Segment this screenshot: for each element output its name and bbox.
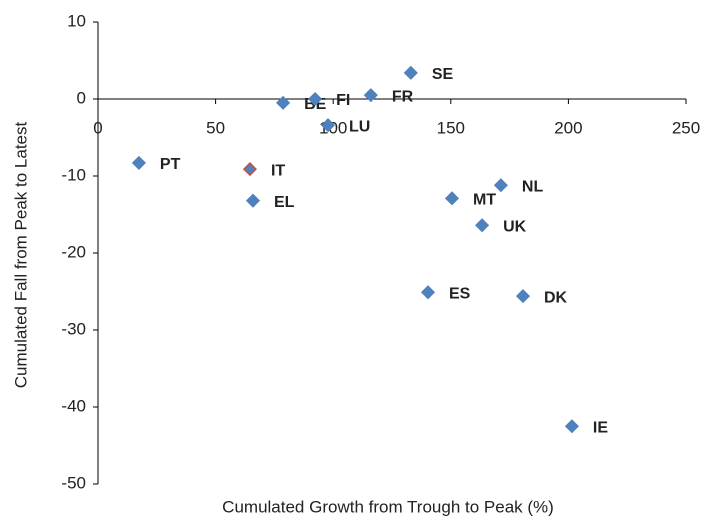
- point: [276, 95, 291, 110]
- point: [515, 289, 531, 304]
- y-tick-label: 10: [67, 11, 86, 30]
- point-label: SE: [432, 66, 454, 83]
- y-tick-label: 0: [77, 88, 86, 107]
- point-label: PT: [160, 156, 181, 173]
- point: [564, 419, 579, 434]
- point: [308, 91, 323, 107]
- point: [493, 178, 508, 193]
- point-label: IE: [593, 419, 608, 436]
- point-label: NL: [522, 178, 544, 195]
- x-tick-label: 250: [672, 118, 700, 137]
- point: [475, 218, 490, 233]
- point-label: ES: [449, 285, 471, 302]
- y-tick-label: -30: [61, 319, 86, 338]
- point: [320, 118, 336, 133]
- y-tick-label: -50: [61, 473, 86, 492]
- point: [245, 193, 261, 208]
- point: [444, 191, 460, 206]
- y-tick-label: -40: [61, 396, 86, 415]
- point-label: LU: [349, 118, 370, 135]
- point-label: EL: [274, 194, 295, 211]
- point-label: FI: [336, 92, 350, 109]
- x-tick-label: 0: [93, 118, 102, 137]
- point: [242, 162, 257, 177]
- point-label: IT: [271, 162, 285, 179]
- x-tick-label: 50: [206, 118, 225, 137]
- point-label: MT: [473, 192, 496, 209]
- point: [420, 285, 436, 300]
- point-label: UK: [503, 218, 527, 235]
- y-axis-title: Cumulated Fall from Peak to Latest: [11, 122, 30, 389]
- y-tick-label: -10: [61, 165, 86, 184]
- point: [131, 155, 146, 170]
- x-axis-title: Cumulated Growth from Trough to Peak (%): [222, 497, 554, 516]
- point-label: DK: [544, 289, 568, 306]
- x-tick-label: 200: [554, 118, 582, 137]
- y-tick-label: -20: [61, 242, 86, 261]
- x-tick-label: 150: [437, 118, 465, 137]
- x-tick-label: 100: [319, 118, 347, 137]
- point: [363, 88, 378, 103]
- point-label: FR: [392, 88, 414, 105]
- point: [403, 65, 418, 80]
